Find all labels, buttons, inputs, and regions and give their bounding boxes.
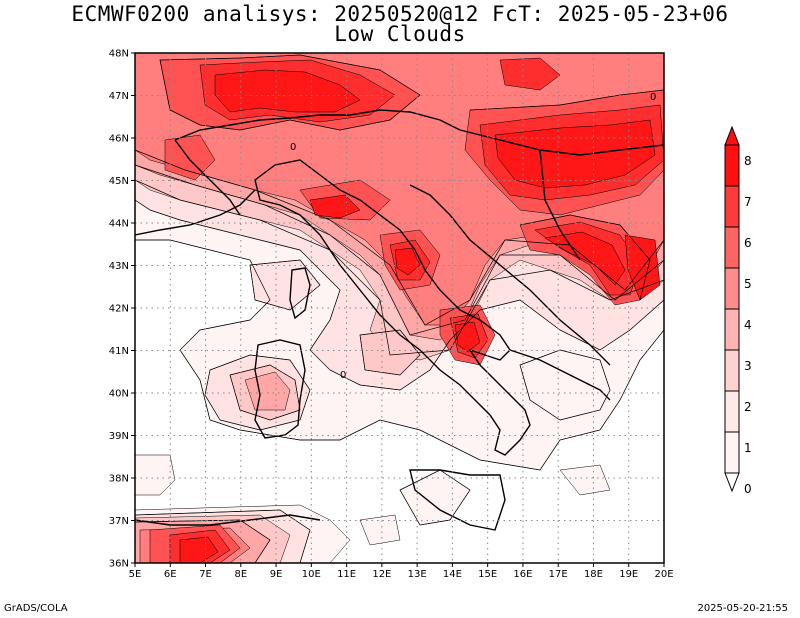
- lat-label: 47N: [109, 91, 129, 102]
- lon-label: 8E: [234, 569, 247, 580]
- colorbar-label: 6: [744, 236, 752, 250]
- longitude-labels: 5E 6E 7E 8E 9E 10E 11E 12E 13E 14E 15E 16E 17E 18E 19E…: [129, 563, 674, 580]
- lon-label: 16E: [513, 569, 532, 580]
- colorbar-label: 2: [744, 400, 752, 414]
- lon-label: 5E: [129, 569, 142, 580]
- gridlines: [135, 53, 664, 563]
- lat-label: 46N: [109, 134, 129, 145]
- colorbar-swatch: [724, 349, 740, 392]
- lon-label: 15E: [478, 569, 497, 580]
- lon-label: 18E: [584, 569, 603, 580]
- contour-labels: 0 0 0: [290, 92, 656, 381]
- lon-label: 7E: [199, 569, 212, 580]
- lon-label: 12E: [372, 569, 391, 580]
- lat-label: 39N: [109, 431, 129, 442]
- colorbar-swatch: [724, 144, 740, 187]
- colorbar-max-arrow: [724, 125, 740, 146]
- colorbar-swatch: [724, 431, 740, 474]
- contour-label: 0: [290, 142, 296, 153]
- colorbar-swatch: [724, 185, 740, 228]
- colorbar: 8 7 6 5 4 3 2 1 0: [724, 125, 752, 496]
- lon-label: 9E: [270, 569, 283, 580]
- footer-timestamp: 2025-05-20-21:55: [697, 603, 788, 614]
- lat-label: 38N: [109, 474, 129, 485]
- lat-label: 41N: [109, 346, 129, 357]
- lon-label: 19E: [619, 569, 638, 580]
- footer-credit: GrADS/COLA: [4, 603, 68, 614]
- colorbar-label: 4: [744, 318, 752, 332]
- lat-label: 45N: [109, 176, 129, 187]
- lon-label: 14E: [443, 569, 462, 580]
- colorbar-label: 0: [744, 482, 752, 496]
- lat-label: 42N: [109, 304, 129, 315]
- map-title: ECMWF0200 analisys: 20250520@12 FcT: 202…: [71, 2, 729, 26]
- lon-label: 11E: [337, 569, 356, 580]
- colorbar-label: 7: [744, 195, 752, 209]
- lat-label: 40N: [109, 389, 129, 400]
- lat-label: 37N: [109, 516, 129, 527]
- contour-label: 0: [650, 92, 656, 103]
- contour-label: 0: [340, 370, 346, 381]
- lon-label: 10E: [302, 569, 321, 580]
- colorbar-swatch: [724, 267, 740, 310]
- lat-label: 44N: [109, 219, 129, 230]
- colorbar-label: 8: [744, 154, 752, 168]
- colorbar-swatch: [724, 390, 740, 433]
- colorbar-swatch: [724, 226, 740, 269]
- lon-label: 17E: [549, 569, 568, 580]
- latitude-labels: 48N 47N 46N 45N 44N 43N 42N 41N 40N 39N 38N 37N 36N: [109, 49, 135, 570]
- lon-label: 20E: [654, 569, 673, 580]
- colorbar-label: 5: [744, 277, 752, 291]
- lat-label: 48N: [109, 49, 129, 60]
- map-subtitle: Low Clouds: [334, 22, 466, 46]
- cloud-field: 0 0 0: [135, 53, 664, 563]
- lat-label: 36N: [109, 559, 129, 570]
- colorbar-label: 3: [744, 359, 752, 373]
- colorbar-label: 1: [744, 441, 752, 455]
- contour-lines: [135, 54, 664, 563]
- colorbar-swatch: [724, 308, 740, 351]
- lon-label: 13E: [408, 569, 427, 580]
- lon-label: 6E: [164, 569, 177, 580]
- colorbar-min-arrow: [724, 472, 740, 493]
- lat-label: 43N: [109, 261, 129, 272]
